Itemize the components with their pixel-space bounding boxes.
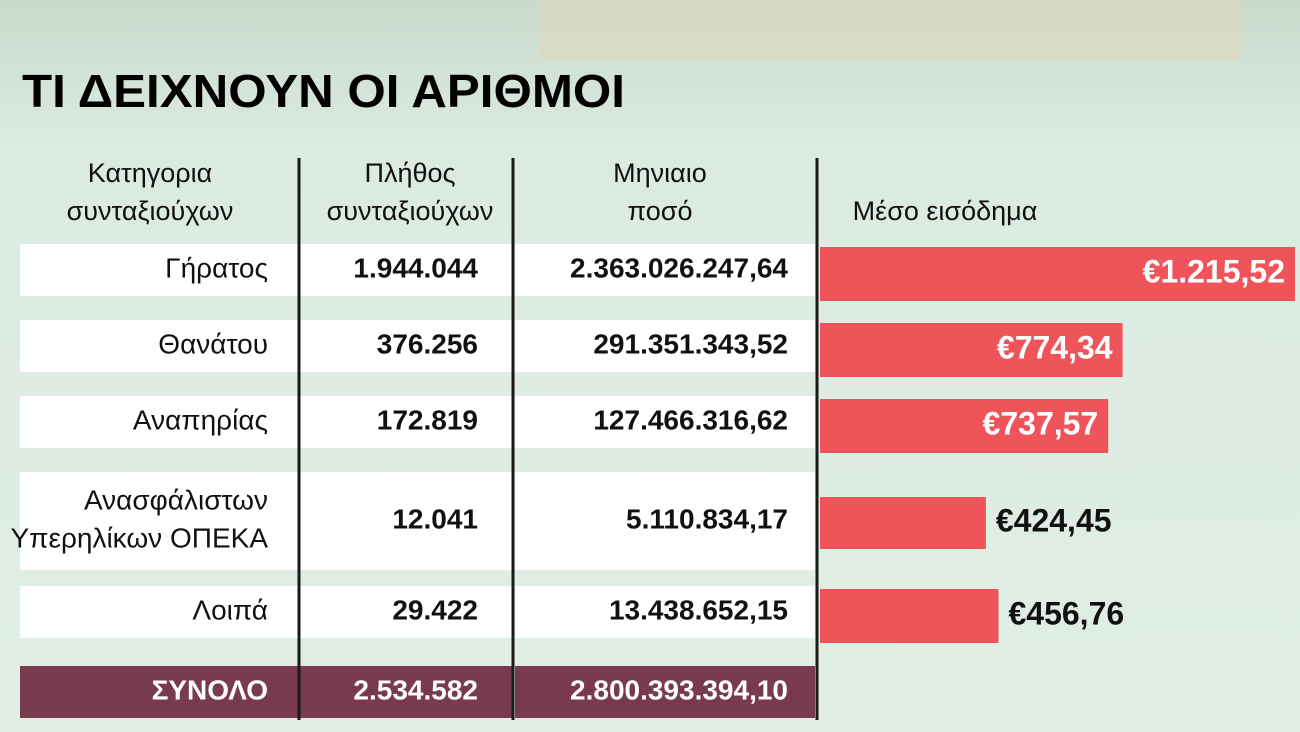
cell xyxy=(20,244,298,296)
total-amount: 2.800.393.394,10 xyxy=(570,674,788,705)
total-label: ΣΥΝΟΛΟ xyxy=(152,674,268,705)
cell xyxy=(515,396,815,448)
cell xyxy=(300,396,512,448)
category: Ανασφάλιστων xyxy=(84,484,268,515)
total-cell xyxy=(515,666,815,718)
bar-label: €1.215,52 xyxy=(1143,253,1285,289)
cell xyxy=(515,586,815,638)
category: Υπερηλίκων ΟΠΕΚΑ xyxy=(10,522,268,553)
total-cell xyxy=(20,666,298,718)
amount: 291.351.343,52 xyxy=(593,328,788,359)
bar-label: €774,34 xyxy=(997,329,1113,365)
count: 376.256 xyxy=(377,328,478,359)
title: ΤΙ ΔΕΙΧΝΟΥΝ ΟΙ ΑΡΙΘΜΟΙ xyxy=(22,65,625,117)
total-cell xyxy=(300,666,512,718)
category: Λοιπά xyxy=(192,594,268,625)
cell xyxy=(515,320,815,372)
total-count: 2.534.582 xyxy=(353,674,478,705)
column-header: Μέσο εισόδημα xyxy=(853,196,1038,226)
table: Κατηγορια συνταξιούχων Πλήθος συνταξιούχων Μ… xyxy=(10,158,1295,720)
cell xyxy=(20,472,298,570)
cell xyxy=(300,586,512,638)
count: 1.944.044 xyxy=(353,252,478,283)
bar xyxy=(820,323,1123,377)
bar-label: €737,57 xyxy=(983,405,1099,441)
amount: 127.466.316,62 xyxy=(593,404,788,435)
cell xyxy=(300,472,512,570)
bar xyxy=(820,247,1295,301)
category: Θανάτου xyxy=(158,328,268,359)
cell xyxy=(20,586,298,638)
cell xyxy=(515,472,815,570)
banknote-decor xyxy=(540,0,1240,60)
column-header: Μηνιαιο xyxy=(613,158,707,188)
amount: 13.438.652,15 xyxy=(609,594,788,625)
count: 29.422 xyxy=(392,594,478,625)
column-header: Πλήθος xyxy=(364,158,455,188)
count: 12.041 xyxy=(392,503,478,534)
amount: 5.110.834,17 xyxy=(626,503,788,534)
category: Αναπηρίας xyxy=(133,404,268,435)
cell xyxy=(20,396,298,448)
column-header: ποσό xyxy=(628,196,693,226)
column-header: συνταξιούχων xyxy=(327,196,494,226)
amount: 2.363.026.247,64 xyxy=(570,252,788,283)
cell xyxy=(20,320,298,372)
bar xyxy=(820,399,1109,453)
cell xyxy=(300,320,512,372)
column-header: συνταξιούχων xyxy=(67,196,234,226)
cell xyxy=(300,244,512,296)
category: Γήρατος xyxy=(165,252,268,283)
bar xyxy=(820,497,986,549)
bar xyxy=(820,589,999,643)
count: 172.819 xyxy=(377,404,478,435)
bar-label: €424,45 xyxy=(996,502,1112,538)
cell xyxy=(515,244,815,296)
bar-label: €456,76 xyxy=(1008,595,1124,631)
column-header: Κατηγορια xyxy=(88,158,212,188)
